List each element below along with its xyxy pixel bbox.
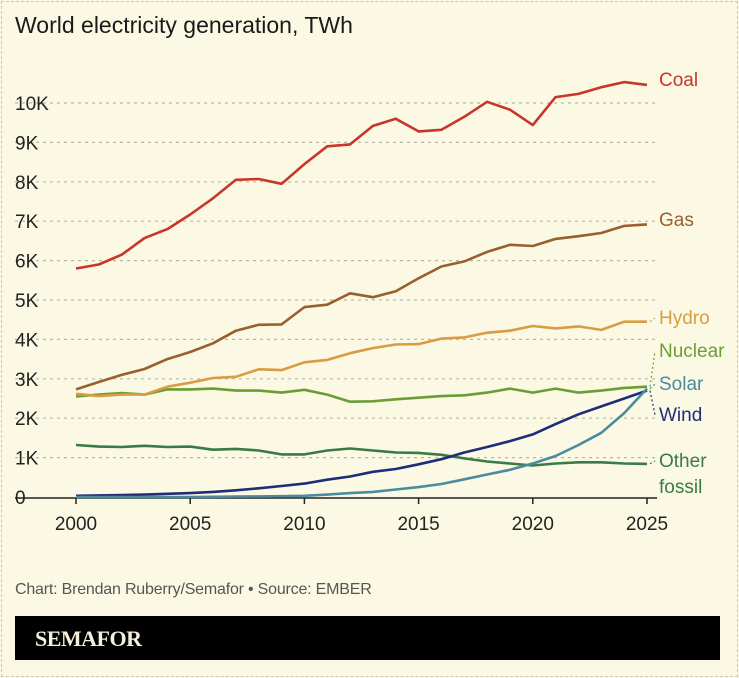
series-label-gas: Gas (659, 210, 694, 231)
series-label-wind: Wind (659, 405, 702, 426)
y-tick-label: 3K (15, 370, 39, 391)
y-tick-label: 6K (15, 252, 39, 273)
y-tick-label: 7K (15, 212, 39, 233)
y-tick-label: 9K (15, 133, 39, 154)
x-tick-label: 2020 (512, 514, 554, 535)
series-label-nuclear: Nuclear (659, 341, 725, 362)
label-leader-hydro (649, 317, 656, 323)
y-tick-label: 2K (15, 409, 39, 430)
series-line-nuclear (75, 385, 648, 404)
brand-bar: SEMAFOR (15, 616, 720, 660)
y-tick-label: 5K (15, 291, 39, 312)
chart-title: World electricity generation, TWh (15, 12, 353, 38)
label-leader-solar (649, 383, 656, 390)
label-leader-wind (649, 390, 656, 416)
series-line-solar (76, 387, 648, 499)
x-tick-label: 2000 (55, 514, 97, 535)
x-tick-label: 2005 (169, 514, 211, 535)
series-line-gas (75, 223, 648, 391)
series-label-coal: Coal (659, 70, 698, 91)
y-tick-label: 4K (15, 330, 39, 351)
series-label-solar: Solar (659, 374, 704, 395)
chart-credit: Chart: Brendan Ruberry/Semafor • Source:… (15, 581, 372, 598)
y-tick-label: 10K (15, 94, 49, 115)
y-tick-label: 8K (15, 173, 39, 194)
semafor-logo: SEMAFOR (35, 626, 142, 651)
label-leader-other-fossil (649, 460, 656, 465)
x-tick-label: 2025 (626, 514, 668, 535)
series-line-other-fossil (75, 443, 648, 467)
label-leader-nuclear (649, 350, 656, 387)
series-label-hydro: Hydro (659, 308, 710, 329)
x-tick-label: 2010 (283, 514, 325, 535)
series-label-other-fossil: Other fossil (659, 451, 707, 498)
y-tick-label: 1K (15, 449, 39, 470)
series-line-coal (75, 80, 648, 270)
series-line-wind (75, 389, 648, 498)
series-line-hydro (75, 320, 647, 398)
x-tick-label: 2015 (397, 514, 439, 535)
